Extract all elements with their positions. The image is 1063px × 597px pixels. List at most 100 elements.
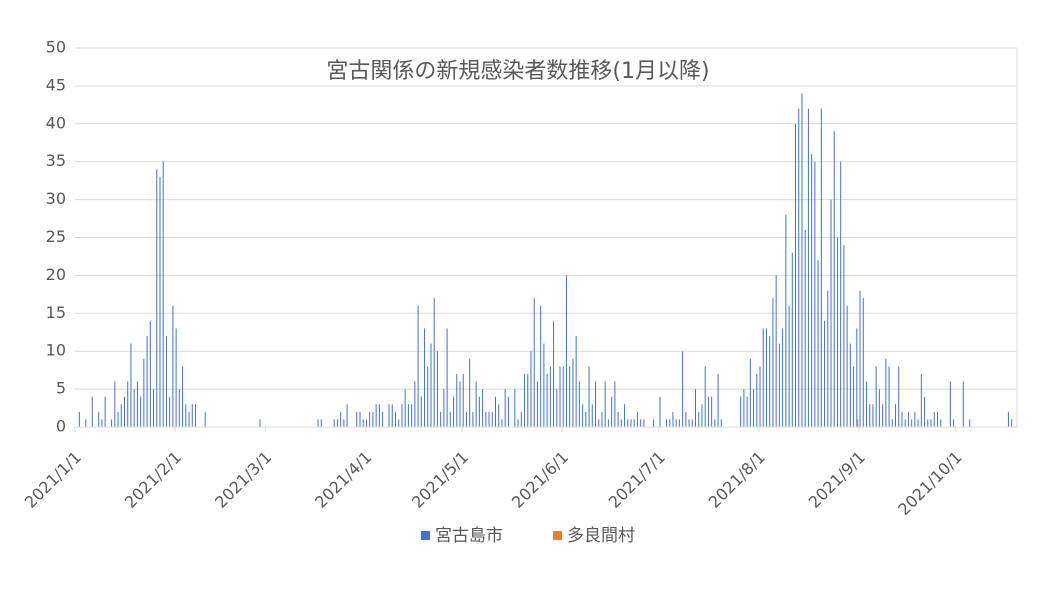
bar	[401, 404, 403, 427]
bar	[133, 389, 135, 427]
bar	[414, 381, 416, 427]
bar	[614, 381, 616, 427]
bar	[507, 396, 509, 427]
bar	[643, 419, 645, 427]
bar	[811, 154, 813, 427]
bar	[436, 351, 438, 427]
bar	[607, 419, 609, 427]
bar	[695, 389, 697, 427]
bar	[914, 411, 916, 427]
bar	[575, 336, 577, 427]
bar	[446, 328, 448, 427]
bar	[743, 389, 745, 427]
bar	[382, 411, 384, 427]
bar	[504, 389, 506, 427]
bar	[853, 366, 855, 427]
bar	[701, 404, 703, 427]
bar	[472, 411, 474, 427]
bar	[585, 411, 587, 427]
bar	[788, 305, 790, 427]
bar	[465, 411, 467, 427]
bar	[785, 214, 787, 427]
bar	[433, 298, 435, 427]
bar	[140, 396, 142, 427]
bar	[872, 404, 874, 427]
bar	[578, 381, 580, 427]
bar	[430, 343, 432, 427]
bar	[940, 419, 942, 427]
bar	[924, 396, 926, 427]
bar	[640, 419, 642, 427]
bar	[172, 305, 174, 427]
bar	[756, 373, 758, 427]
bar	[165, 336, 167, 427]
bar	[969, 419, 971, 427]
bar	[317, 419, 319, 427]
bar	[440, 411, 442, 427]
bar	[749, 358, 751, 427]
bar	[595, 381, 597, 427]
bar	[904, 419, 906, 427]
bar	[588, 366, 590, 427]
bar	[617, 411, 619, 427]
bar	[688, 419, 690, 427]
y-tick-label: 15	[46, 303, 66, 322]
legend-label: 多良間村	[567, 526, 635, 546]
bar	[101, 419, 103, 427]
bar	[624, 404, 626, 427]
bar	[524, 373, 526, 427]
bar	[604, 381, 606, 427]
bar	[707, 396, 709, 427]
y-tick-label: 10	[46, 341, 66, 360]
bar	[740, 396, 742, 427]
bar	[378, 404, 380, 427]
bar	[659, 396, 661, 427]
bar	[865, 381, 867, 427]
bar	[365, 419, 367, 427]
bar	[407, 404, 409, 427]
bar	[878, 389, 880, 427]
bar	[859, 290, 861, 427]
bar	[675, 419, 677, 427]
bar	[485, 411, 487, 427]
bar	[517, 419, 519, 427]
bar	[949, 381, 951, 427]
y-tick-label: 40	[46, 113, 66, 132]
bar	[778, 343, 780, 427]
bar	[556, 389, 558, 427]
bar	[672, 411, 674, 427]
bar	[411, 404, 413, 427]
y-tick-label: 25	[46, 227, 66, 246]
bar	[795, 123, 797, 428]
bar	[156, 169, 158, 427]
bar	[691, 419, 693, 427]
bar	[459, 381, 461, 427]
bar	[482, 389, 484, 427]
bar	[807, 108, 809, 427]
bar	[488, 411, 490, 427]
bar	[127, 381, 129, 427]
bar	[420, 396, 422, 427]
bar	[475, 381, 477, 427]
bar	[549, 366, 551, 427]
bar	[194, 404, 196, 427]
bar	[356, 411, 358, 427]
bar	[143, 358, 145, 427]
bar	[182, 366, 184, 427]
bar	[907, 411, 909, 427]
bar	[320, 419, 322, 427]
bar	[398, 419, 400, 427]
bar	[520, 411, 522, 427]
bar	[514, 389, 516, 427]
bar	[536, 381, 538, 427]
bar	[882, 404, 884, 427]
bar	[169, 396, 171, 427]
bar	[533, 298, 535, 427]
bar	[698, 411, 700, 427]
bar	[569, 366, 571, 427]
bar	[153, 389, 155, 427]
bar	[953, 419, 955, 427]
bar	[388, 404, 390, 427]
bar	[665, 419, 667, 427]
